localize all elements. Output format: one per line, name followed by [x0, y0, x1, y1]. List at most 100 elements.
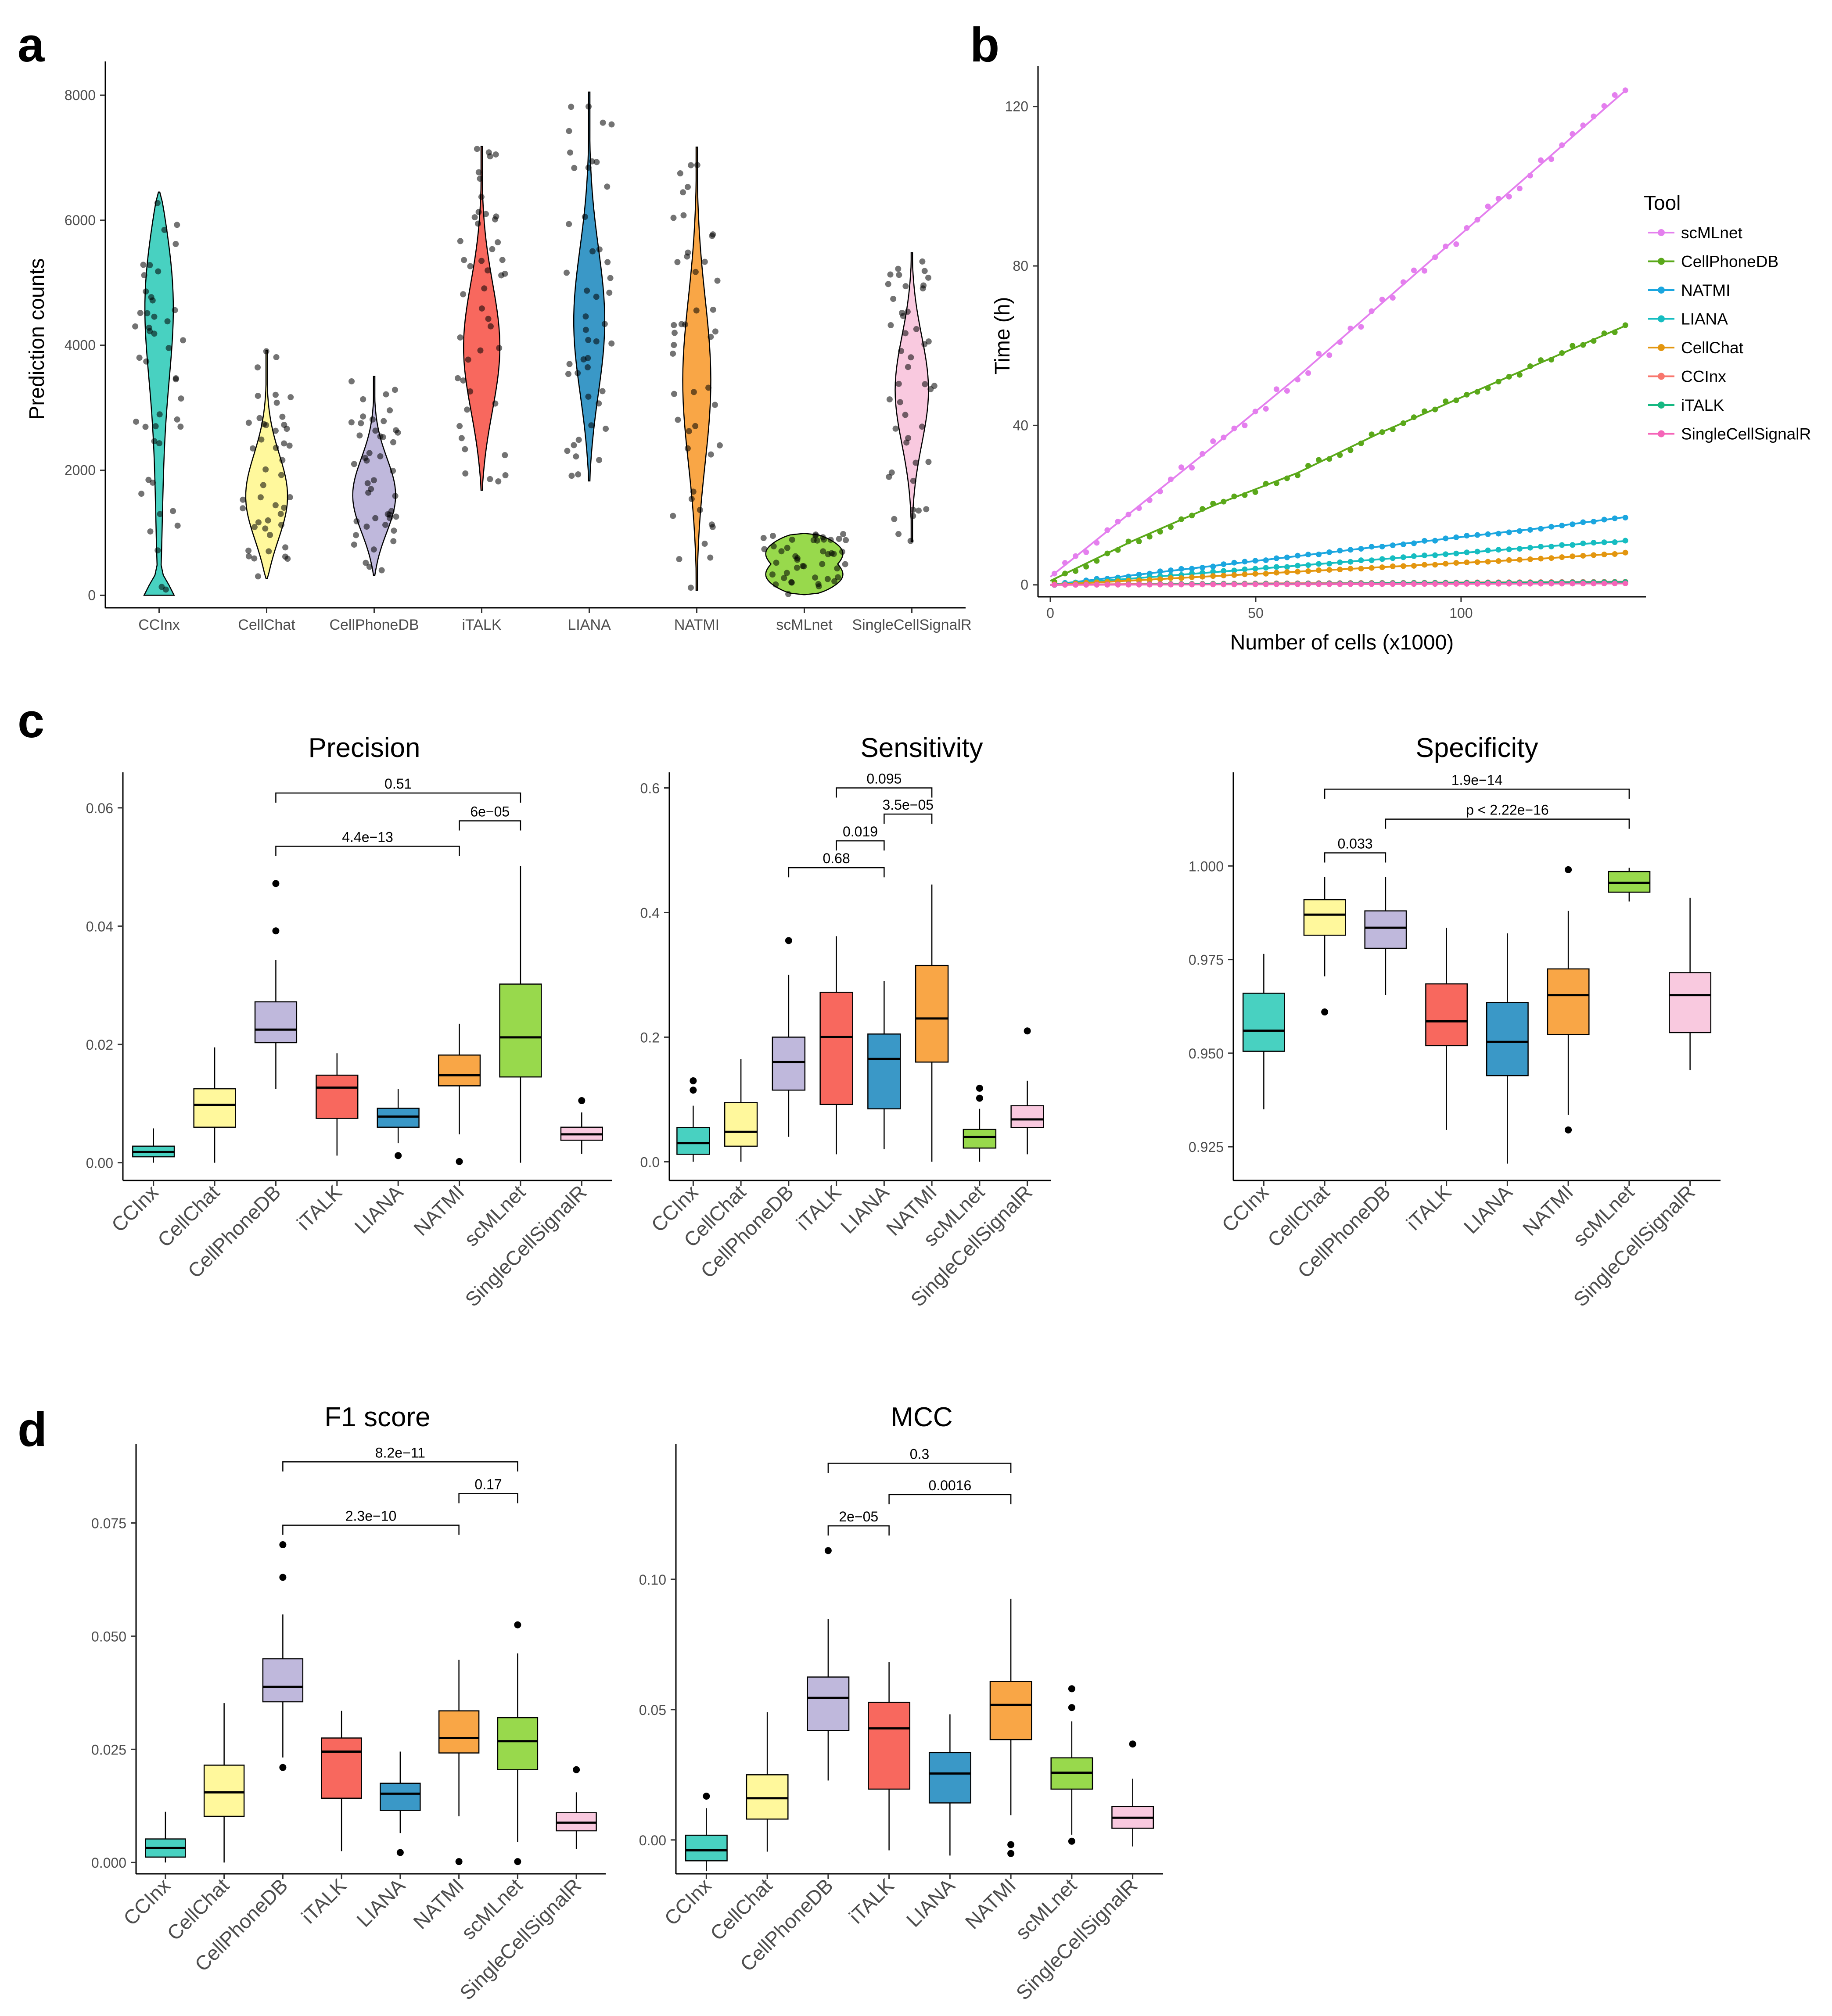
series-point-natmi [1612, 515, 1618, 521]
panel-letter-d: d [18, 1403, 47, 1456]
series-point-cellchat [1432, 562, 1438, 568]
data-point [162, 586, 169, 593]
violin-cellphonedb [352, 376, 396, 576]
box-scmlnet [499, 983, 542, 1078]
data-point [687, 585, 694, 591]
data-point [902, 330, 909, 337]
series-point-cellchat [1622, 549, 1628, 556]
data-point [566, 361, 573, 367]
series-point-cellphonedb [1559, 350, 1565, 356]
data-point [772, 581, 779, 588]
data-point [761, 546, 768, 552]
series-point-scmlnet [1073, 553, 1079, 559]
series-point-cellphonedb [1115, 547, 1121, 553]
series-point-cellchat [1390, 563, 1396, 570]
data-point [146, 324, 152, 331]
series-point-cellphonedb [1622, 322, 1628, 328]
series-point-scmlnet [1263, 406, 1269, 412]
data-point [152, 423, 159, 430]
significance-bracket [458, 1493, 518, 1503]
significance-bracket [275, 792, 521, 803]
series-point-singlecellsignalr [1548, 581, 1555, 587]
p-value-label: 0.17 [474, 1476, 502, 1492]
y-tick-label: 80 [1013, 258, 1028, 274]
data-point [369, 416, 376, 423]
series-point-natmi [1379, 543, 1385, 549]
series-point-scmlnet [1146, 497, 1153, 503]
data-point [392, 493, 399, 499]
x-axis-title: Number of cells (x1000) [1230, 631, 1454, 654]
series-point-singlecellsignalr [1125, 581, 1132, 588]
series-point-liana [1422, 552, 1428, 559]
series-point-cellphonedb [1390, 426, 1396, 432]
series-point-natmi [1548, 524, 1555, 530]
box-cellchat [1303, 899, 1346, 936]
data-point [263, 348, 269, 355]
series-point-cellphonedb [1104, 550, 1110, 556]
box-cellphonedb [1364, 910, 1407, 949]
series-point-natmi [1422, 538, 1428, 544]
data-point [178, 395, 184, 402]
data-point [608, 121, 615, 128]
data-point [460, 291, 467, 298]
line-chart-runtime: 0 40 80 120 0 50 100 Number of cells (x1000) Tim… [991, 66, 1811, 654]
data-point [147, 262, 153, 269]
data-point [710, 306, 716, 313]
data-point [582, 214, 588, 220]
significance-bracket [282, 1461, 518, 1472]
data-point [151, 330, 158, 337]
series-point-singlecellsignalr [1474, 581, 1480, 587]
significance-bracket [1324, 852, 1387, 863]
data-point [606, 290, 613, 296]
series-point-scmlnet [1516, 185, 1523, 191]
violin-chart-prediction-counts: 0 2000 4000 6000 8000 Prediction counts CCInx C… [25, 61, 972, 633]
data-point [708, 334, 714, 340]
data-point [265, 517, 271, 524]
data-point [365, 489, 372, 496]
series-point-cellchat [1570, 553, 1576, 560]
data-point [913, 326, 920, 332]
violin-cellchat [245, 349, 288, 579]
data-point [245, 420, 252, 426]
data-point [571, 442, 577, 448]
data-point [502, 452, 508, 459]
panel-title-specificity: Specificity [1415, 733, 1538, 763]
data-point [781, 575, 787, 581]
legend-label-singlecellsignalr: SingleCellSignalR [1681, 425, 1811, 443]
data-point [607, 275, 614, 281]
data-point [604, 259, 611, 265]
series-point-cellchat [1231, 572, 1237, 578]
data-point [388, 508, 395, 514]
series-point-scmlnet [1485, 203, 1491, 209]
data-point [378, 567, 385, 574]
series-point-natmi [1464, 533, 1470, 539]
legend-label-cellchat: CellChat [1681, 339, 1744, 357]
data-point [586, 103, 592, 110]
data-point [138, 491, 145, 497]
data-point [895, 531, 902, 537]
series-point-cellphonedb [1242, 492, 1248, 498]
data-point [890, 296, 897, 302]
p-value-label: 0.033 [1337, 836, 1372, 851]
panel-title-precision: Precision [309, 733, 420, 763]
series-point-singlecellsignalr [1326, 581, 1333, 587]
data-point [489, 246, 496, 252]
p-value-label: 0.3 [910, 1446, 929, 1462]
series-point-scmlnet [1601, 103, 1607, 109]
outlier-point-scmlnet [514, 1621, 521, 1629]
series-point-scmlnet [1231, 425, 1237, 431]
data-point [596, 457, 603, 463]
data-point [478, 258, 485, 264]
series-point-singlecellsignalr [1400, 581, 1406, 587]
series-point-cellchat [1369, 565, 1375, 571]
outlier-point-cellchat [1321, 1008, 1329, 1016]
data-point [499, 257, 506, 263]
data-point [789, 536, 795, 543]
data-point [366, 563, 373, 570]
series-point-singlecellsignalr [1305, 581, 1311, 587]
data-point [387, 407, 393, 414]
data-point [573, 453, 579, 460]
series-point-cellchat [1189, 574, 1195, 580]
box-scmlnet [497, 1717, 539, 1770]
series-point-natmi [1527, 527, 1533, 533]
